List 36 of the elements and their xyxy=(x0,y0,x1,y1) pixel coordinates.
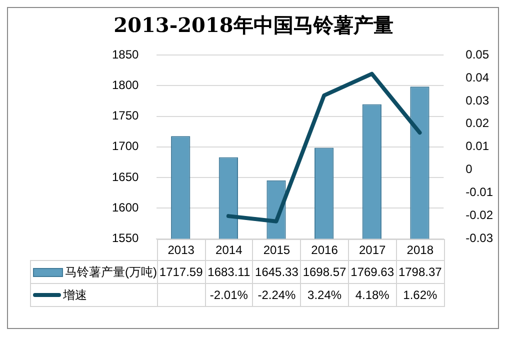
data-label: 3.24% xyxy=(300,284,348,306)
data-label: 1.62% xyxy=(396,284,444,306)
x-tick-label: 2015 xyxy=(252,240,301,260)
x-tick-label: 2018 xyxy=(396,240,444,260)
y2-tick-label: -0.01 xyxy=(466,185,494,200)
y2-tick-label: 0.05 xyxy=(466,47,490,62)
data-label: -2.24% xyxy=(252,284,301,306)
data-label: 1717.59 xyxy=(157,260,205,284)
data-label: 1769.63 xyxy=(348,260,396,284)
y2-tick-label: -0.03 xyxy=(466,231,494,246)
y-tick-label: 1700 xyxy=(112,139,140,154)
x-tick-label: 2013 xyxy=(157,240,205,260)
data-label: -2.01% xyxy=(205,284,253,306)
data-label: 4.18% xyxy=(348,284,396,306)
y2-tick-label: -0.02 xyxy=(466,208,494,222)
x-tick-label: 2016 xyxy=(300,240,348,260)
y2-tick-label: 0.03 xyxy=(466,93,490,108)
y-tick-label: 1550 xyxy=(112,231,140,246)
y-tick-label: 1600 xyxy=(112,200,140,214)
y-tick-label: 1750 xyxy=(112,108,140,123)
data-label: 1645.33 xyxy=(252,260,301,284)
y2-tick-label: 0.04 xyxy=(466,70,490,84)
data-label: 1698.57 xyxy=(300,260,348,284)
y-tick-label: 1650 xyxy=(112,170,140,184)
y-tick-label: 1800 xyxy=(112,78,140,92)
data-label: 1798.37 xyxy=(396,260,444,284)
x-tick-label: 2017 xyxy=(348,240,396,260)
chart-title: 2013-2018年中国马铃薯产量 xyxy=(112,12,394,39)
y2-tick-label: 0 xyxy=(466,162,473,176)
y-tick-label: 1850 xyxy=(112,47,140,62)
y2-tick-label: 0.01 xyxy=(466,139,490,154)
legend-label: 增速 xyxy=(30,284,158,306)
legend-label: 马铃薯产量(万吨) xyxy=(30,260,158,284)
data-label: 1683.11 xyxy=(205,260,253,284)
x-tick-label: 2014 xyxy=(205,240,253,260)
y2-tick-label: 0.02 xyxy=(466,116,490,130)
